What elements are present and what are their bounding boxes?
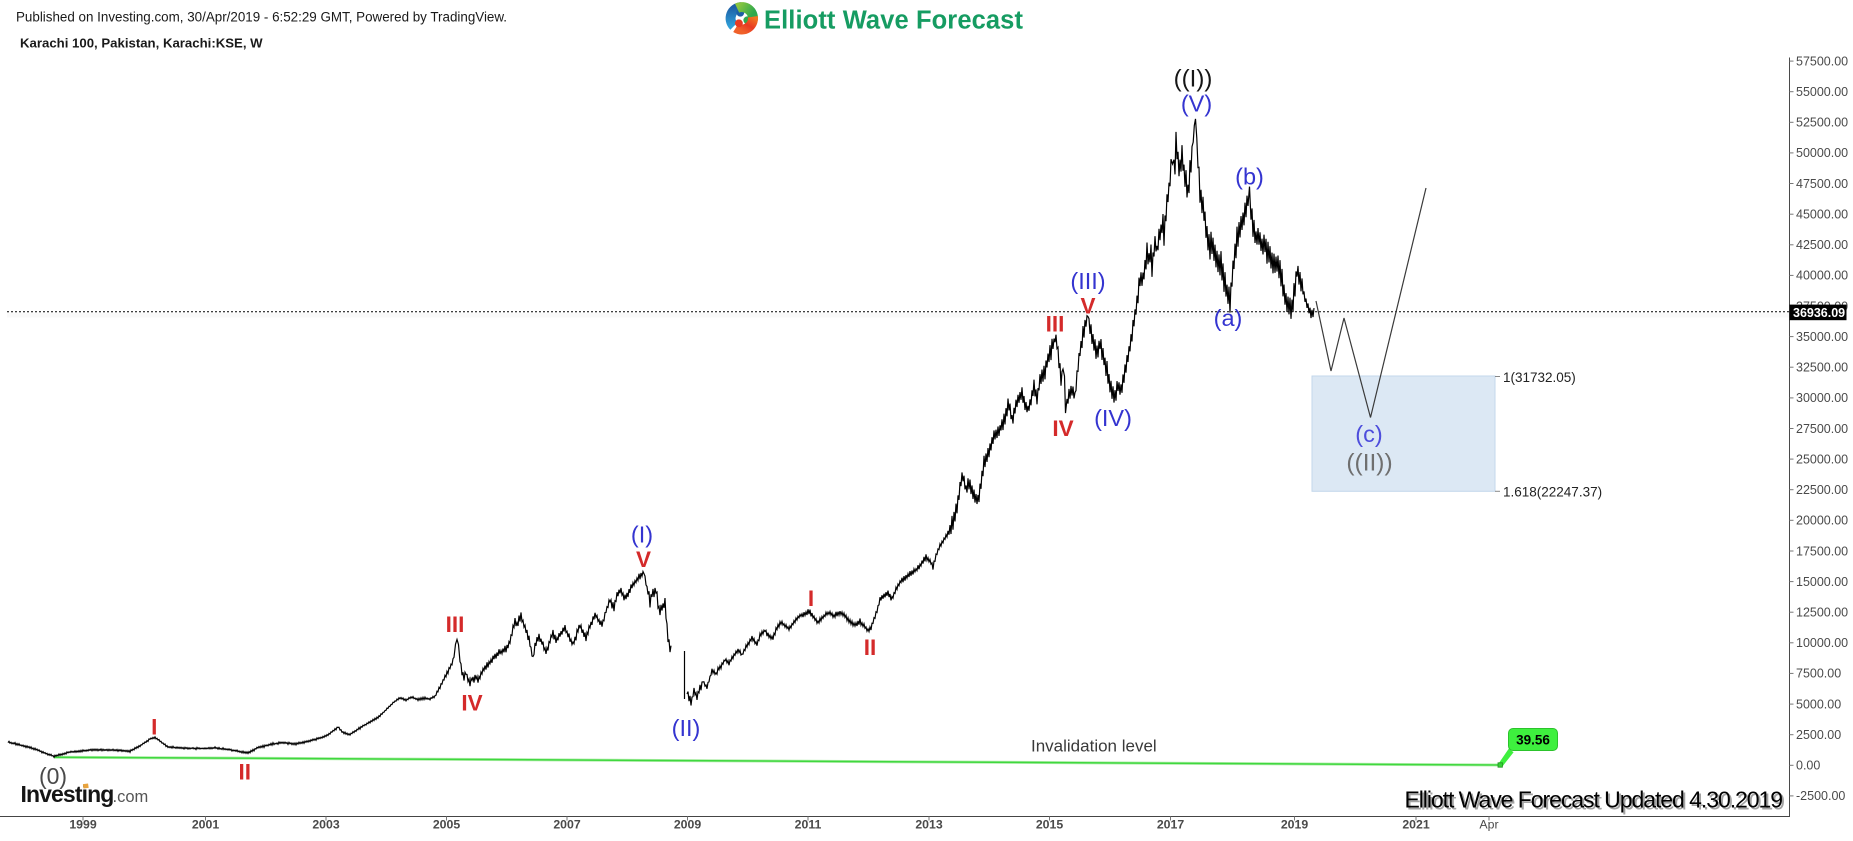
svg-text:Karachi 100, Pakistan, Karachi: Karachi 100, Pakistan, Karachi:KSE, W bbox=[20, 36, 263, 51]
svg-text:47500.00: 47500.00 bbox=[1796, 177, 1848, 191]
svg-text:2009: 2009 bbox=[674, 818, 702, 832]
svg-text:40000.00: 40000.00 bbox=[1796, 269, 1848, 283]
svg-text:V: V bbox=[636, 547, 651, 572]
svg-text:Invalidation level: Invalidation level bbox=[1031, 737, 1157, 756]
svg-text:30000.00: 30000.00 bbox=[1796, 391, 1848, 405]
svg-text:III: III bbox=[1046, 312, 1065, 337]
svg-text:45000.00: 45000.00 bbox=[1796, 208, 1848, 222]
svg-text:5000.00: 5000.00 bbox=[1796, 697, 1841, 711]
svg-text:7500.00: 7500.00 bbox=[1796, 667, 1841, 681]
svg-text:V: V bbox=[1080, 293, 1095, 318]
svg-text:2015: 2015 bbox=[1036, 818, 1064, 832]
svg-text:IV: IV bbox=[1052, 416, 1073, 441]
svg-text:II: II bbox=[238, 759, 251, 784]
svg-text:1.618(22247.37): 1.618(22247.37) bbox=[1503, 484, 1602, 499]
svg-text:2021: 2021 bbox=[1402, 818, 1430, 832]
svg-text:(III): (III) bbox=[1070, 268, 1105, 294]
svg-text:15000.00: 15000.00 bbox=[1796, 575, 1848, 589]
svg-text:20000.00: 20000.00 bbox=[1796, 514, 1848, 528]
svg-text:Published on Investing.com, 30: Published on Investing.com, 30/Apr/2019 … bbox=[16, 10, 507, 25]
svg-text:(V): (V) bbox=[1181, 91, 1212, 117]
svg-text:(II): (II) bbox=[672, 715, 701, 741]
svg-text:57500.00: 57500.00 bbox=[1796, 54, 1848, 68]
svg-text:I: I bbox=[151, 715, 157, 740]
svg-text:((I)): ((I)) bbox=[1174, 65, 1213, 92]
svg-text:2007: 2007 bbox=[553, 818, 581, 832]
svg-text:1999: 1999 bbox=[69, 818, 97, 832]
svg-text:((II)): ((II)) bbox=[1346, 450, 1392, 477]
svg-text:42500.00: 42500.00 bbox=[1796, 238, 1848, 252]
svg-text:Elliott Wave Forecast Updated: Elliott Wave Forecast Updated 4.30.2019 bbox=[1406, 789, 1784, 815]
svg-text:0.00: 0.00 bbox=[1796, 759, 1820, 773]
svg-text:.com: .com bbox=[113, 788, 149, 806]
svg-text:-2500.00: -2500.00 bbox=[1796, 789, 1845, 803]
svg-text:Investing: Investing bbox=[21, 781, 114, 807]
svg-text:1(31732.05): 1(31732.05) bbox=[1503, 370, 1576, 385]
svg-text:2005: 2005 bbox=[433, 818, 461, 832]
svg-text:22500.00: 22500.00 bbox=[1796, 483, 1848, 497]
svg-text:25000.00: 25000.00 bbox=[1796, 452, 1848, 466]
svg-text:55000.00: 55000.00 bbox=[1796, 85, 1848, 99]
svg-text:50000.00: 50000.00 bbox=[1796, 146, 1848, 160]
svg-text:IV: IV bbox=[461, 691, 482, 716]
svg-text:36936.09: 36936.09 bbox=[1793, 306, 1845, 320]
svg-text:52500.00: 52500.00 bbox=[1796, 116, 1848, 130]
svg-text:2017: 2017 bbox=[1157, 818, 1185, 832]
svg-text:39.56: 39.56 bbox=[1516, 732, 1550, 747]
svg-text:27500.00: 27500.00 bbox=[1796, 422, 1848, 436]
svg-text:Elliott Wave Forecast: Elliott Wave Forecast bbox=[764, 7, 1023, 35]
svg-text:32500.00: 32500.00 bbox=[1796, 361, 1848, 375]
svg-text:Apr: Apr bbox=[1479, 818, 1498, 832]
svg-text:(a): (a) bbox=[1214, 305, 1243, 331]
svg-text:(c): (c) bbox=[1355, 421, 1382, 447]
svg-text:2011: 2011 bbox=[795, 818, 822, 832]
svg-text:2013: 2013 bbox=[915, 818, 943, 832]
svg-text:2003: 2003 bbox=[312, 818, 340, 832]
svg-text:12500.00: 12500.00 bbox=[1796, 606, 1848, 620]
svg-text:III: III bbox=[446, 612, 465, 637]
svg-text:17500.00: 17500.00 bbox=[1796, 544, 1848, 558]
svg-text:II: II bbox=[864, 635, 877, 660]
svg-text:Elliott Wave Forecast Updated: Elliott Wave Forecast Updated 4.30.2019 bbox=[1404, 787, 1782, 813]
svg-text:(b): (b) bbox=[1235, 164, 1264, 190]
svg-text:2001: 2001 bbox=[192, 818, 220, 832]
svg-text:(IV): (IV) bbox=[1094, 405, 1132, 431]
svg-text:2500.00: 2500.00 bbox=[1796, 728, 1841, 742]
svg-text:(0): (0) bbox=[39, 763, 67, 789]
svg-text:10000.00: 10000.00 bbox=[1796, 636, 1848, 650]
svg-text:(I): (I) bbox=[631, 522, 653, 548]
svg-text:2019: 2019 bbox=[1281, 818, 1309, 832]
svg-text:I: I bbox=[808, 586, 814, 611]
svg-text:35000.00: 35000.00 bbox=[1796, 330, 1848, 344]
